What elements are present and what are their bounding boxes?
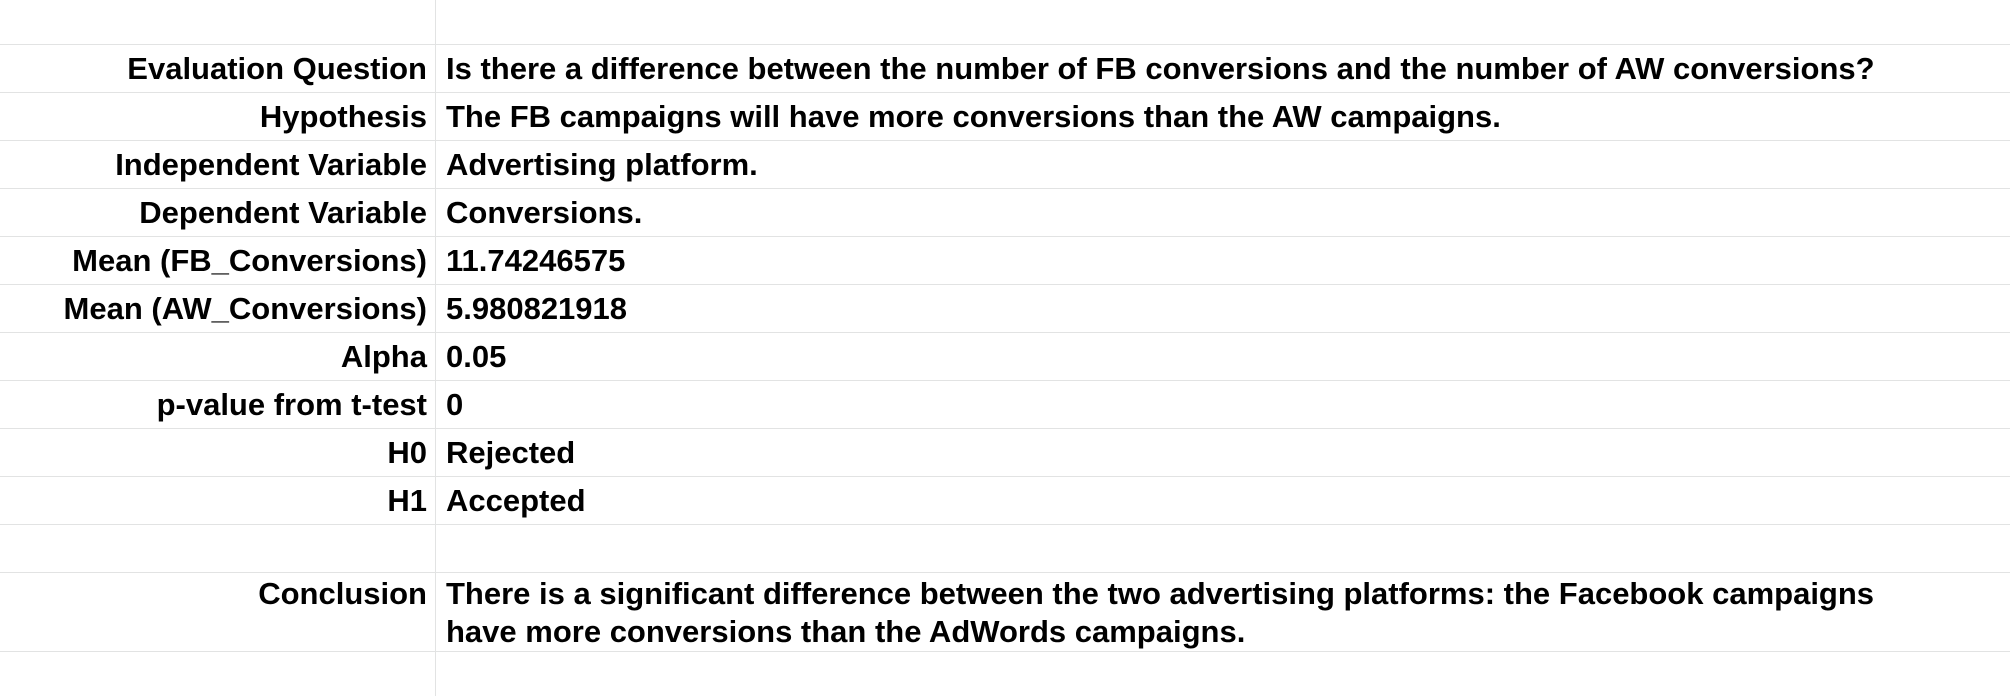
table-row: H0 Rejected <box>0 429 2010 477</box>
value-cell[interactable] <box>436 0 2010 44</box>
label-cell[interactable]: Independent Variable <box>0 141 436 188</box>
label-cell[interactable]: Evaluation Question <box>0 45 436 92</box>
table-row: Hypothesis The FB campaigns will have mo… <box>0 93 2010 141</box>
value-cell[interactable]: 11.74246575 <box>446 243 626 278</box>
table-row: Independent Variable Advertising platfor… <box>0 141 2010 189</box>
table-row: Mean (AW_Conversions) 5.980821918 <box>0 285 2010 333</box>
value-cell[interactable]: Is there a difference between the number… <box>446 51 1875 86</box>
table-row: Evaluation Question Is there a differenc… <box>0 45 2010 93</box>
label-cell[interactable] <box>0 0 436 44</box>
label-cell[interactable]: H1 <box>0 477 436 524</box>
table-row: Mean (FB_Conversions) 11.74246575 <box>0 237 2010 285</box>
table-row: Conclusion There is a significant differ… <box>0 573 2010 652</box>
label-cell[interactable]: Alpha <box>0 333 436 380</box>
label-cell[interactable]: Conclusion <box>0 573 436 651</box>
label-cell[interactable]: Mean (FB_Conversions) <box>0 237 436 284</box>
table-row: Dependent Variable Conversions. <box>0 189 2010 237</box>
value-cell[interactable] <box>436 525 2010 572</box>
value-cell[interactable]: There is a significant difference betwee… <box>446 576 1875 649</box>
table-row: H1 Accepted <box>0 477 2010 525</box>
label-cell[interactable] <box>0 525 436 572</box>
table-row <box>0 0 2010 45</box>
label-cell[interactable]: H0 <box>0 429 436 476</box>
label-cell[interactable]: Mean (AW_Conversions) <box>0 285 436 332</box>
value-cell[interactable]: Conversions. <box>446 195 643 230</box>
label-cell[interactable]: Hypothesis <box>0 93 436 140</box>
value-cell[interactable]: Rejected <box>446 435 576 470</box>
value-cell[interactable] <box>436 652 2010 696</box>
table-row <box>0 652 2010 696</box>
value-cell[interactable]: 0 <box>446 387 464 422</box>
label-cell[interactable]: Dependent Variable <box>0 189 436 236</box>
value-cell[interactable]: 0.05 <box>446 339 507 374</box>
value-cell[interactable]: Accepted <box>446 483 586 518</box>
table-row: p-value from t-test 0 <box>0 381 2010 429</box>
table-row <box>0 525 2010 573</box>
label-cell[interactable] <box>0 652 436 696</box>
label-cell[interactable]: p-value from t-test <box>0 381 436 428</box>
value-cell[interactable]: Advertising platform. <box>446 147 758 182</box>
table-row: Alpha 0.05 <box>0 333 2010 381</box>
value-cell[interactable]: 5.980821918 <box>446 291 628 326</box>
value-cell[interactable]: The FB campaigns will have more conversi… <box>446 99 1501 134</box>
